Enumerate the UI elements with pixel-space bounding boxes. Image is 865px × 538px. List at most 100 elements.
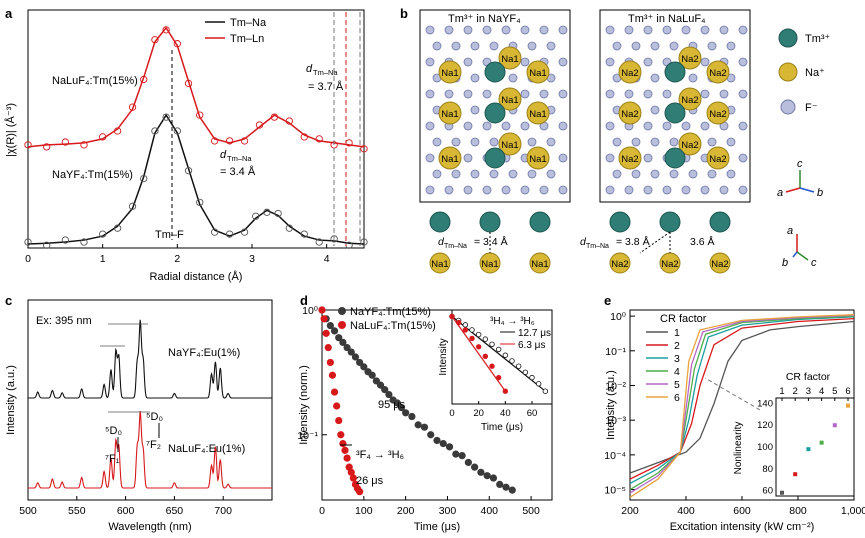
data-point-nayf4 (464, 458, 472, 467)
f-ion (463, 185, 473, 195)
panel-b-title-right: Tm³⁺ in NaLuF₄ (628, 13, 706, 25)
x-tick-label: 1,000 (841, 505, 865, 517)
x-tick-label: 0 (25, 253, 31, 265)
na-ion (618, 101, 642, 125)
series-line-tm-na (27, 113, 365, 245)
data-point-nayf4 (339, 338, 347, 346)
data-point (255, 121, 264, 129)
panel-b-cell-left (419, 9, 571, 203)
panel-e-ticks: 200 400 600 800 1,000 10⁰ 10⁻¹ 10⁻² 10⁻³ 10⁻⁴ 10⁻⁵ (604, 311, 865, 517)
f-ion (444, 185, 454, 195)
panel-d-xlabel: Time (μs) (414, 521, 460, 533)
inset-data-point (529, 374, 535, 381)
f-ion (470, 73, 480, 83)
inset-data-point (515, 363, 522, 369)
na-ion-bottom (529, 252, 551, 274)
x-tick-label: 400 (481, 505, 499, 517)
data-point (61, 138, 69, 146)
data-point-nayf4 (420, 423, 429, 431)
distance-value-left: = 3.4 Å (474, 235, 508, 248)
panel-b-axis-triad-1: c a b (777, 158, 823, 199)
f-ion (738, 185, 748, 195)
axis-label-b2: b (782, 257, 788, 269)
na-ion (706, 101, 730, 125)
data-point (225, 230, 234, 238)
annotation-naluf4-tm: NaLuF₄:Tm(15%) (52, 75, 138, 87)
f-ion (501, 185, 511, 195)
data-point-naluf4 (324, 343, 332, 352)
distance-symbol-left: d (438, 236, 445, 248)
f-ion (444, 25, 454, 35)
panel-b: b Tm³⁺ in NaYF₄ Tm³⁺ in NaLuF₄ Na1 Na1Na1… (400, 6, 831, 274)
f-ion (520, 57, 530, 67)
legend-nayf4-marker (338, 307, 346, 315)
tm-ion (664, 102, 686, 124)
distance-subscript-left: Tm–Na (444, 243, 467, 250)
inset-x-tick-label: 2 (793, 386, 798, 397)
annotation-d-sub-2: Tm–Na (313, 68, 338, 77)
annotation-d-sym-2: d (306, 63, 313, 75)
f-ion (463, 57, 473, 67)
f-ion (508, 73, 518, 83)
panel-c-axes (27, 299, 273, 501)
panel-c-ylabel: Intensity (a.u.) (5, 365, 17, 435)
data-point (128, 202, 137, 210)
f-ion-icon (780, 99, 796, 115)
f-ion (707, 137, 717, 147)
f-ion (520, 185, 530, 195)
data-point (99, 133, 107, 141)
inset-legend-1: 12.7 μs (518, 328, 551, 339)
f-ion (738, 153, 748, 163)
x-tick-label: 700 (214, 505, 232, 517)
inset-x-tick-label: 6 (845, 386, 850, 397)
panel-d-axes (321, 309, 553, 501)
data-point-nayf4 (330, 327, 339, 335)
tm-ion (664, 61, 686, 83)
na-site-label: Na2 (711, 259, 728, 270)
nonlinearity-point (780, 490, 784, 495)
f-ion (612, 41, 622, 51)
spectrum-nayf4 (28, 319, 272, 399)
f-ion (558, 89, 568, 99)
inset-data-point (495, 346, 502, 353)
inset-x-tick-label: 1 (779, 386, 784, 397)
inset-x-tick-label: 4 (819, 386, 824, 397)
inset-data-point (522, 369, 529, 376)
f-ion (726, 41, 736, 51)
cr-curve-6 (629, 314, 855, 498)
inset-data-point (482, 353, 489, 360)
tm-ion (484, 102, 506, 124)
data-point (184, 79, 193, 88)
x-tick-label: 650 (166, 505, 184, 517)
data-point (113, 224, 122, 232)
data-point (330, 235, 338, 243)
data-point (211, 228, 219, 236)
f-ion (463, 153, 473, 163)
f-ion (489, 41, 499, 51)
panel-d-letter: d (300, 293, 308, 308)
tm-ion-icon (778, 28, 798, 48)
f-ion (688, 73, 698, 83)
f-ion (662, 185, 672, 195)
inset-data-point (449, 313, 455, 320)
annotation-d-sym-1: d (220, 149, 227, 161)
f-ion (489, 137, 499, 147)
f-ion (425, 89, 435, 99)
inset-y-tick-label: 120 (757, 420, 773, 431)
na-site-label: Na1 (501, 140, 518, 151)
f-ion (719, 185, 729, 195)
data-point (43, 143, 51, 151)
panel-a-plot (24, 26, 368, 249)
data-point (140, 75, 148, 84)
distance-symbol-right: d (580, 236, 587, 248)
f-ion (558, 25, 568, 35)
nonlinearity-point (832, 423, 837, 428)
panel-d-plot (318, 306, 516, 496)
data-point-nayf4 (445, 443, 454, 451)
cr-curve-3 (629, 316, 855, 484)
f-ion (463, 89, 473, 99)
legend-title: CR factor (660, 313, 707, 325)
panel-e-plot (629, 314, 855, 498)
data-point-nayf4 (368, 371, 376, 379)
